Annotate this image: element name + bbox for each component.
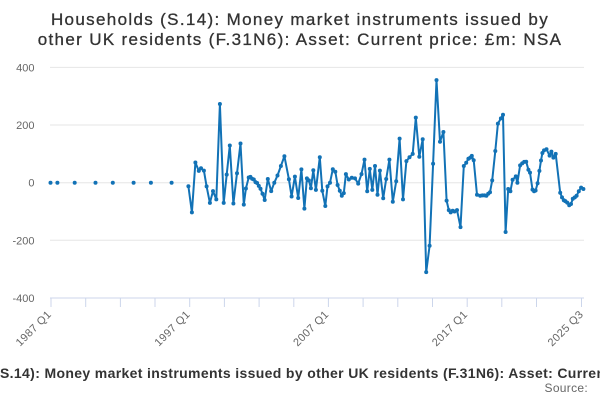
svg-text:200: 200 <box>16 120 34 132</box>
svg-text:1997 Q1: 1997 Q1 <box>153 309 193 349</box>
svg-text:400: 400 <box>16 62 34 74</box>
svg-text:-400: -400 <box>12 293 34 305</box>
svg-text:-200: -200 <box>12 235 34 247</box>
svg-text:0: 0 <box>28 178 34 190</box>
svg-text:1987 Q1: 1987 Q1 <box>14 309 54 349</box>
svg-text:2007 Q1: 2007 Q1 <box>291 309 331 349</box>
svg-text:2017 Q1: 2017 Q1 <box>430 309 470 349</box>
svg-text:2025 Q3: 2025 Q3 <box>546 309 586 349</box>
